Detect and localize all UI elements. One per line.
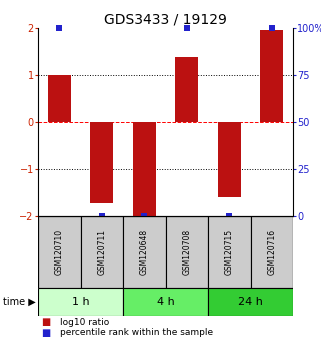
Title: GDS3433 / 19129: GDS3433 / 19129 [104, 13, 227, 27]
Bar [260, 30, 283, 122]
Bar [208, 288, 293, 316]
Bar [90, 122, 113, 203]
Bar [133, 122, 156, 216]
Bar [175, 57, 198, 122]
Text: 4 h: 4 h [157, 297, 174, 307]
Text: time ▶: time ▶ [3, 297, 36, 307]
Text: GSM120708: GSM120708 [182, 229, 191, 275]
Text: GSM120716: GSM120716 [267, 229, 276, 275]
Bar [208, 216, 250, 288]
Bar [38, 216, 81, 288]
Text: 1 h: 1 h [72, 297, 89, 307]
Bar [48, 75, 71, 122]
Text: ■: ■ [41, 328, 50, 338]
Text: GSM120710: GSM120710 [55, 229, 64, 275]
Text: GSM120715: GSM120715 [225, 229, 234, 275]
Bar [123, 216, 166, 288]
Text: ■: ■ [41, 318, 50, 327]
Bar [123, 288, 208, 316]
Bar [38, 288, 123, 316]
Bar [218, 122, 241, 197]
Bar [166, 216, 208, 288]
Text: log10 ratio: log10 ratio [60, 318, 110, 327]
Text: GSM120711: GSM120711 [97, 229, 106, 275]
Text: GSM120648: GSM120648 [140, 229, 149, 275]
Text: 24 h: 24 h [238, 297, 263, 307]
Bar [81, 216, 123, 288]
Bar [250, 216, 293, 288]
Text: percentile rank within the sample: percentile rank within the sample [60, 329, 213, 337]
